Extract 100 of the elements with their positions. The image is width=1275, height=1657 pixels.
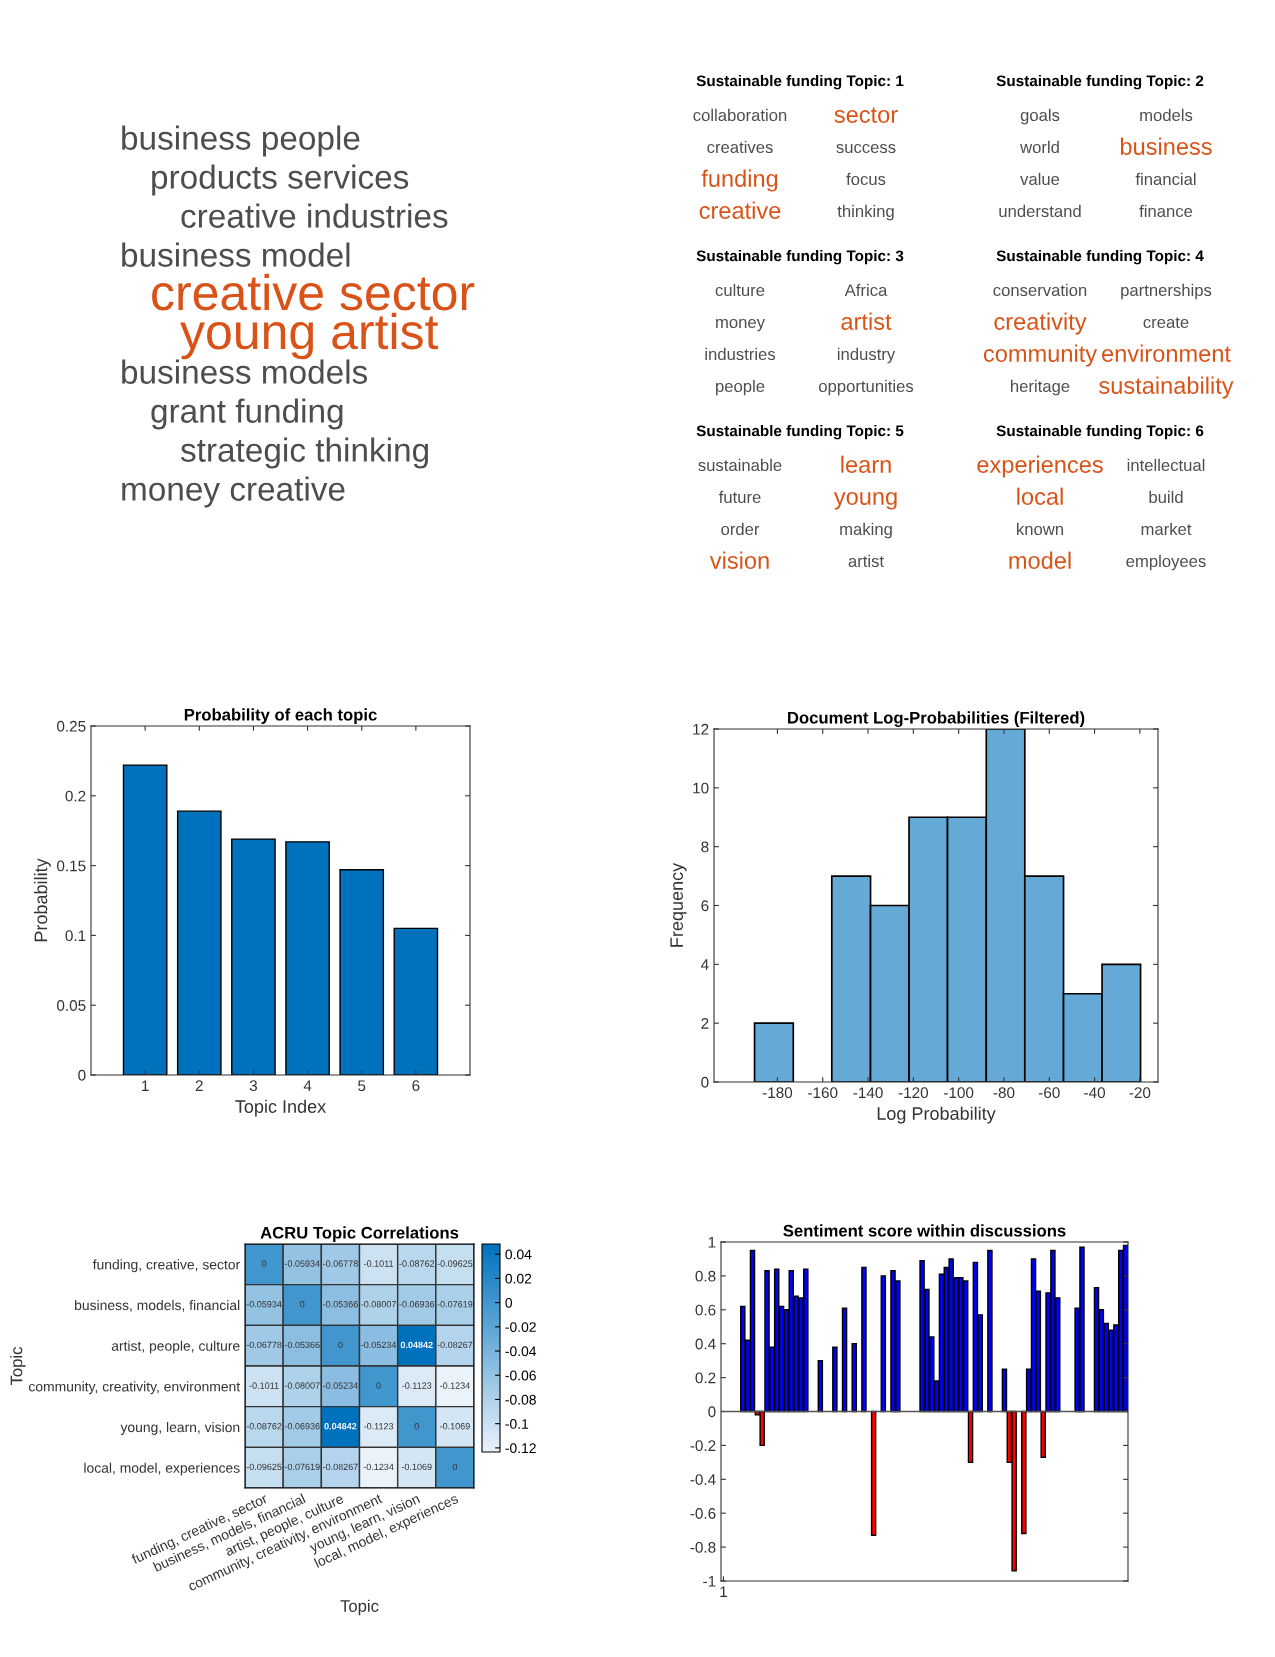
- category-label: understand: [999, 204, 1081, 218]
- color-bar-label: -0.1: [505, 1419, 529, 1429]
- color-bar-label: -0.04: [505, 1346, 537, 1357]
- y-tick-label: community, creativity, environment: [28, 1381, 241, 1395]
- category-label: business models: [122, 359, 368, 384]
- bar: [393, 927, 439, 1075]
- x-tick-label: -60: [1038, 1087, 1060, 1099]
- category-label: business model: [122, 242, 350, 267]
- category-label: money creative: [122, 476, 345, 508]
- y-tick-label: 0.25: [57, 720, 86, 732]
- category-label: creative: [699, 201, 781, 219]
- x-tick-label: -180: [762, 1087, 793, 1099]
- category-label: model: [1009, 551, 1071, 569]
- data-label: -0.06778: [246, 1341, 282, 1349]
- bar: [880, 1275, 887, 1413]
- data-label: -0.07619: [437, 1301, 473, 1308]
- y-tick-label: 12: [693, 723, 709, 735]
- y-tick-label: funding, creative, sector: [92, 1259, 240, 1273]
- color-bar-label: 0.02: [505, 1273, 532, 1284]
- x-tick-label: 6: [412, 1080, 420, 1092]
- x-tick-label: -160: [808, 1087, 838, 1099]
- color-bar-label: 0.04: [505, 1249, 532, 1260]
- data-label: -0.05934: [284, 1260, 320, 1267]
- data-label: 0: [414, 1423, 419, 1430]
- y-tick-label: 1: [708, 1237, 716, 1248]
- data-label: -0.08267: [437, 1341, 473, 1349]
- color-bar-label: -0.08: [505, 1394, 536, 1405]
- color-bar-label: 0: [505, 1297, 513, 1308]
- bar: [1001, 1368, 1008, 1413]
- x-tick-label: 1: [142, 1080, 149, 1091]
- data-label: -0.1069: [440, 1423, 470, 1430]
- data-label: 0.04842: [400, 1341, 433, 1349]
- category-label: products services: [152, 164, 409, 196]
- data-label: 0: [452, 1463, 458, 1471]
- category-label: artist: [841, 312, 892, 330]
- category-label: intellectual: [1127, 458, 1205, 472]
- color-bar-label: -0.12: [505, 1443, 536, 1454]
- data-label: -0.05366: [284, 1341, 320, 1349]
- y-tick-label: young, learn, vision: [120, 1421, 240, 1435]
- category-label: culture: [715, 283, 765, 297]
- y-tick-label: 10: [693, 782, 709, 794]
- bar: [231, 838, 276, 1075]
- category-label: sustainability: [1099, 376, 1234, 399]
- data-label: -0.1123: [364, 1423, 394, 1430]
- category-label: experiences: [977, 455, 1103, 478]
- x-tick-label: -40: [1084, 1087, 1106, 1099]
- chart-title: Sentiment score within discussions: [783, 1224, 1066, 1237]
- category-label: Africa: [844, 283, 888, 297]
- bar: [176, 810, 222, 1075]
- data-label: -0.06936: [284, 1423, 320, 1430]
- x-axis-title: Log Probability: [877, 1106, 996, 1124]
- category-label: young artist: [180, 312, 439, 360]
- data-label: 0: [300, 1301, 305, 1308]
- bar: [832, 1346, 838, 1413]
- bar: [339, 869, 385, 1075]
- category-label: opportunities: [818, 379, 914, 396]
- y-tick-label: -0.8: [690, 1541, 716, 1553]
- category-label: people: [716, 379, 765, 396]
- x-axis-title: Topic: [340, 1599, 379, 1616]
- data-label: 0: [338, 1341, 343, 1349]
- y-tick-label: -0.2: [690, 1440, 716, 1452]
- data-label: -0.09625: [246, 1463, 282, 1471]
- bar: [948, 1258, 954, 1413]
- category-label: build: [1149, 490, 1183, 504]
- y-tick-label: business, models, financial: [75, 1299, 240, 1312]
- x-axis-title: Topic Index: [235, 1099, 326, 1117]
- category-label: models: [1140, 108, 1193, 122]
- category-label: business: [1120, 137, 1212, 155]
- category-label: value: [1020, 172, 1060, 186]
- data-label: 0: [376, 1382, 381, 1389]
- data-label: -0.08007: [361, 1301, 396, 1308]
- data-label: -0.06778: [323, 1260, 358, 1267]
- x-tick-label: -100: [944, 1087, 974, 1099]
- bar: [1011, 1410, 1017, 1572]
- data-label: -0.09625: [437, 1260, 473, 1267]
- chart-title: ACRU Topic Correlations: [260, 1226, 459, 1242]
- category-label: collaboration: [693, 108, 787, 122]
- y-tick-label: 0: [78, 1069, 86, 1081]
- data-label: -0.1234: [440, 1382, 470, 1389]
- category-label: financial: [1135, 172, 1196, 186]
- category-label: heritage: [1011, 379, 1070, 396]
- y-axis-title: Topic: [10, 1346, 26, 1386]
- category-label: finance: [1139, 204, 1193, 218]
- y-tick-label: 0.1: [65, 930, 86, 942]
- y-tick-label: 4: [700, 959, 709, 970]
- data-label: -0.1123: [402, 1382, 432, 1389]
- category-label: sustainable: [698, 458, 782, 472]
- category-label: creative sector: [152, 273, 475, 311]
- y-tick-label: 0.05: [57, 1000, 86, 1011]
- bar: [122, 764, 168, 1075]
- bar: [1117, 1249, 1124, 1413]
- y-axis-title: Frequency: [670, 862, 687, 947]
- category-label: community: [983, 344, 1098, 367]
- data-label: -0.07619: [284, 1463, 320, 1471]
- category-label: creative industries: [181, 203, 448, 228]
- bar: [870, 1410, 877, 1536]
- category-label: order: [721, 522, 760, 536]
- category-label: employees: [1126, 554, 1206, 571]
- x-tick-label: -140: [853, 1087, 883, 1099]
- category-label: industry: [837, 347, 896, 364]
